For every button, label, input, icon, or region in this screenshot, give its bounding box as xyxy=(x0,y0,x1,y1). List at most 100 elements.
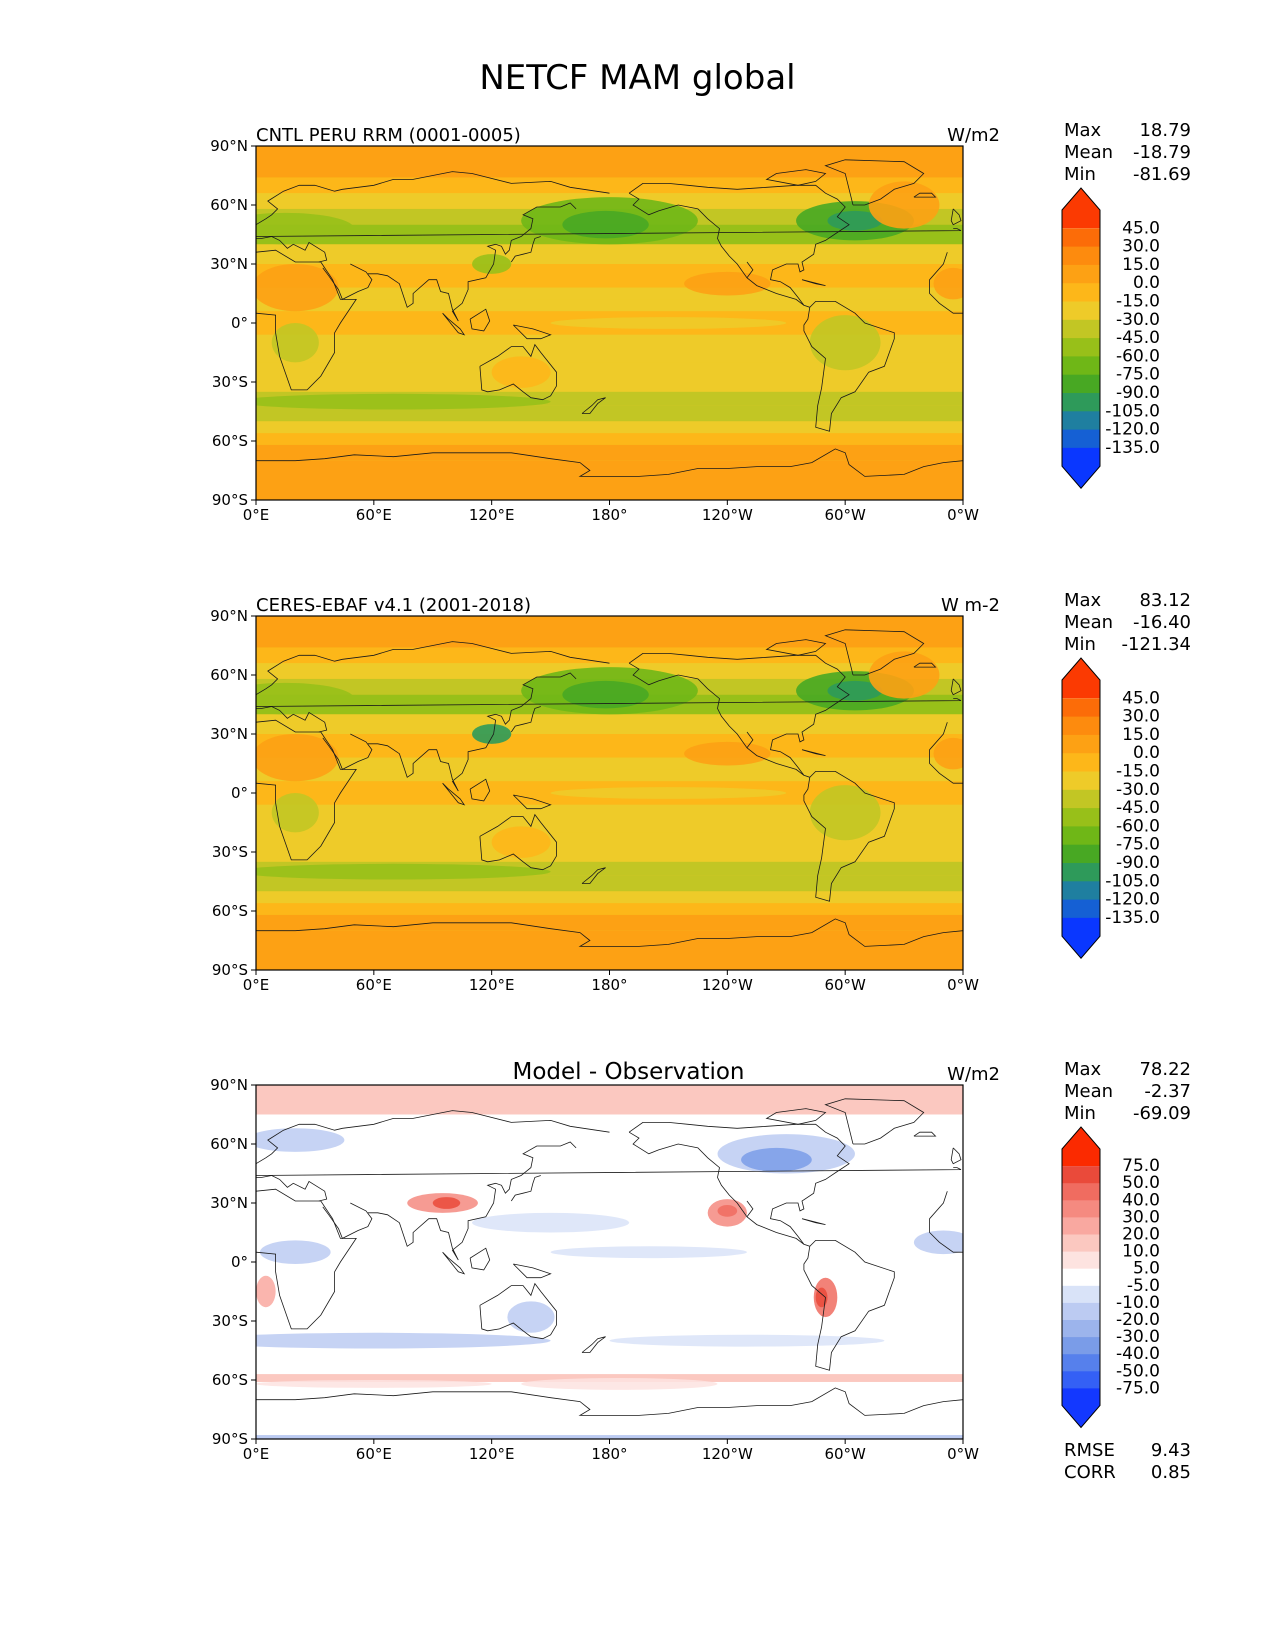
colorbar-label: 40.0 xyxy=(1122,1190,1160,1210)
coastline xyxy=(913,662,937,668)
y-tick-label: 30°S xyxy=(212,843,248,861)
colorbar-segment xyxy=(1062,1285,1100,1304)
y-tick-label: 0° xyxy=(231,1253,248,1271)
coastline xyxy=(322,733,373,770)
coastline xyxy=(510,706,541,733)
coastlines xyxy=(256,1098,963,1416)
field-feature xyxy=(521,1378,718,1390)
field-band xyxy=(256,460,963,500)
field-band xyxy=(256,734,963,758)
colorbar-label: 5.0 xyxy=(1133,1259,1160,1279)
field-feature xyxy=(684,271,771,296)
y-tick-label: 60°N xyxy=(210,196,248,214)
coastline xyxy=(442,312,466,336)
colorbar-label: -5.0 xyxy=(1127,1276,1160,1296)
field-feature xyxy=(550,1246,747,1259)
x-tick-label: 0°E xyxy=(243,506,270,524)
coastline xyxy=(256,719,357,861)
coastline xyxy=(256,1175,328,1202)
y-tick-label: 90°S xyxy=(212,491,248,509)
coastline xyxy=(581,397,606,414)
field-band xyxy=(256,914,963,931)
field-layer xyxy=(256,146,963,500)
colorbar-label: -10.0 xyxy=(1116,1293,1160,1313)
field-feature xyxy=(256,734,339,782)
stat-label: Mean xyxy=(1064,142,1114,163)
x-tick-label: 60°E xyxy=(356,1445,392,1463)
stat-value: -2.37 xyxy=(1144,1081,1191,1102)
colorbar-segment xyxy=(1062,1251,1100,1270)
colorbar-label: -50.0 xyxy=(1116,1361,1160,1381)
coastline xyxy=(628,662,805,776)
field-feature xyxy=(827,210,883,231)
x-tick-label: 120°W xyxy=(702,506,753,524)
panel-units: W m-2 xyxy=(940,595,1000,616)
panel-title: CERES-EBAF v4.1 (2001-2018) xyxy=(256,595,532,616)
colorbar-segment xyxy=(1062,899,1100,919)
stat-value: -18.79 xyxy=(1132,142,1191,163)
field-feature xyxy=(609,1334,885,1347)
stat-label: Max xyxy=(1064,1059,1102,1080)
field-feature xyxy=(809,785,881,841)
field-feature xyxy=(472,1212,630,1233)
field-band xyxy=(256,421,963,434)
coastline xyxy=(479,813,557,871)
colorbar-label: 75.0 xyxy=(1122,1156,1160,1176)
colorbar-label: 10.0 xyxy=(1122,1242,1160,1262)
y-tick-label: 30°N xyxy=(210,725,248,743)
field-feature xyxy=(827,680,883,701)
y-tick-label: 30°N xyxy=(210,255,248,273)
colorbar-segment xyxy=(1062,1337,1100,1355)
stat-label: Min xyxy=(1064,1103,1096,1124)
panel-title: Model - Observation xyxy=(512,1059,745,1085)
colorbar-segment xyxy=(1062,393,1100,412)
field-band xyxy=(256,1374,963,1382)
coastline xyxy=(322,1202,373,1239)
colorbar-segment xyxy=(1062,1388,1100,1428)
field-feature xyxy=(256,1332,551,1349)
colorbar-label: 20.0 xyxy=(1122,1225,1160,1245)
colorbar-segment xyxy=(1062,1268,1100,1287)
field-band xyxy=(256,299,963,312)
field-feature xyxy=(259,1240,331,1264)
coastline xyxy=(513,324,552,340)
metric-label: CORR xyxy=(1064,1462,1116,1483)
panel-obs: CERES-EBAF v4.1 (2001-2018) W m-2 0°E 60°… xyxy=(0,590,1275,1030)
stat-label: Mean xyxy=(1064,1081,1114,1102)
field-band xyxy=(256,757,963,770)
coastline xyxy=(322,263,373,300)
x-tick-label: 120°W xyxy=(702,976,753,994)
field-band xyxy=(256,433,963,445)
coastline xyxy=(628,1131,805,1245)
x-tick-label: 0°E xyxy=(243,976,270,994)
stats-box: Max 18.79 Mean -18.79 Min -81.69 xyxy=(1064,120,1191,186)
panel-units: W/m2 xyxy=(947,1064,1000,1085)
stat-value: -81.69 xyxy=(1132,164,1191,185)
stat-value: -121.34 xyxy=(1121,634,1191,655)
colorbar-segment xyxy=(1062,734,1100,754)
colorbar-segment xyxy=(1062,771,1100,791)
y-tick-label: 0° xyxy=(231,784,248,802)
field-layer xyxy=(256,616,963,970)
coastline xyxy=(256,641,610,696)
y-tick-label: 90°N xyxy=(210,137,248,155)
coastline xyxy=(950,208,962,226)
x-tick-label: 0°W xyxy=(947,1445,979,1463)
stat-value: -16.40 xyxy=(1132,612,1191,633)
colorbar-segment xyxy=(1062,447,1100,489)
coastline xyxy=(950,678,962,696)
coastline xyxy=(469,778,491,802)
field-feature xyxy=(491,826,551,858)
x-tick-label: 180° xyxy=(591,506,627,524)
colorbar-segment xyxy=(1062,301,1100,321)
coastline xyxy=(256,228,962,237)
field-feature xyxy=(868,181,940,229)
y-tick-label: 30°N xyxy=(210,1194,248,1212)
coastline xyxy=(256,1167,962,1176)
coastline xyxy=(913,192,937,198)
coastline xyxy=(367,1141,577,1261)
metric-label: RMSE xyxy=(1064,1440,1115,1461)
colorbar-segment xyxy=(1062,246,1100,266)
colorbar-label: -90.0 xyxy=(1116,383,1160,403)
panel-title: CNTL PERU RRM (0001-0005) xyxy=(256,125,521,146)
